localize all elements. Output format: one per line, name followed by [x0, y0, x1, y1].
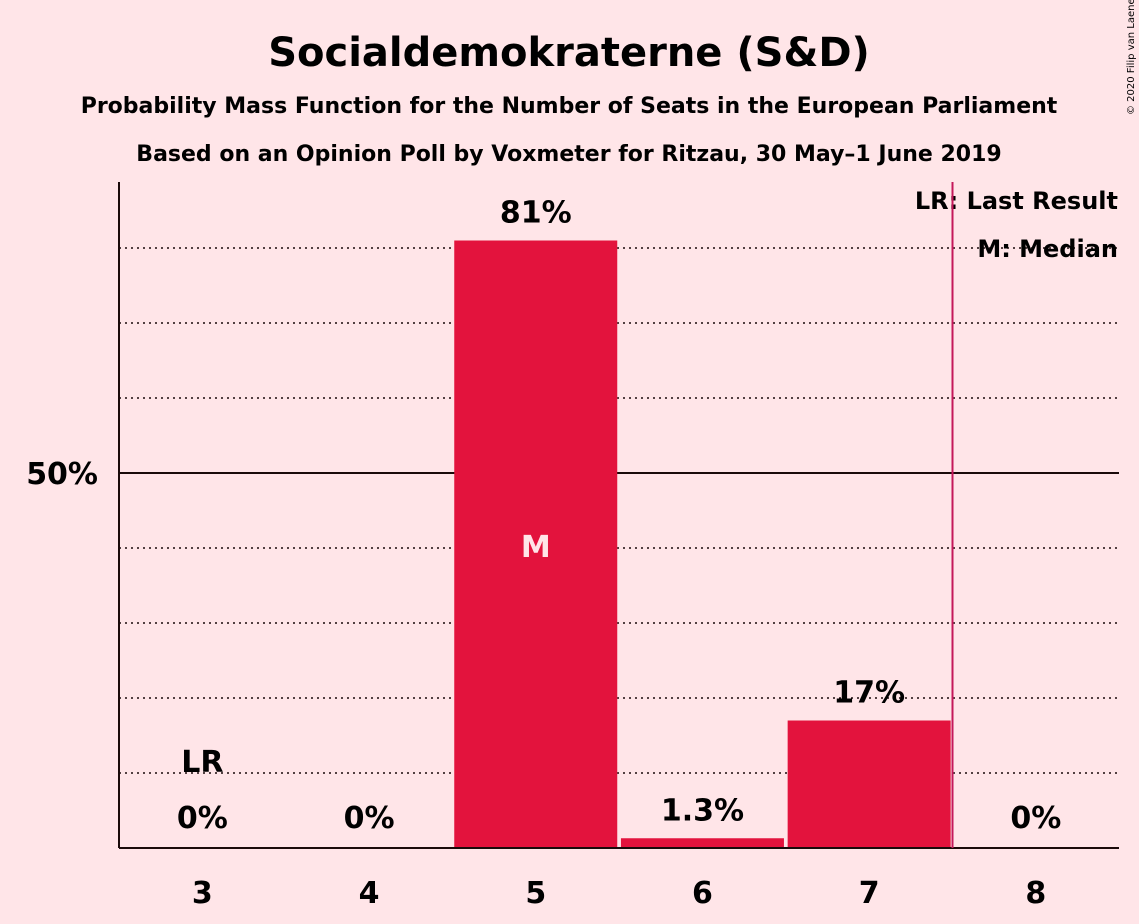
data-label-seats-8: 0% [1010, 801, 1061, 836]
y-tick-label: 50% [26, 457, 98, 492]
x-tick-label-7: 7 [859, 876, 880, 911]
bars [454, 240, 951, 848]
data-label-seats-4: 0% [344, 801, 395, 836]
x-tick-label-5: 5 [525, 876, 546, 911]
last-result-marker: LR [181, 745, 223, 780]
median-marker: M [521, 530, 551, 565]
chart-title: Socialdemokraterne (S&D) [268, 30, 870, 76]
gridlines [119, 247, 1119, 774]
x-tick-label-8: 8 [1025, 876, 1046, 911]
chart-subtitle: Probability Mass Function for the Number… [81, 94, 1058, 119]
data-label-seats-6: 1.3% [661, 793, 744, 828]
data-label-seats-7: 17% [833, 676, 905, 711]
bar-seats-7 [787, 720, 951, 848]
x-tick-labels: 3 4 5 6 7 8 [192, 876, 1046, 911]
legend-last-result: LR: Last Result [915, 187, 1118, 215]
data-label-seats-3: 0% [177, 801, 228, 836]
legend-median: M: Median [977, 235, 1118, 263]
bar-seats-6 [620, 838, 784, 848]
x-tick-label-6: 6 [692, 876, 713, 911]
data-labels: 0% LR 0% 81% M 1.3% 17% 0% [177, 196, 1061, 837]
data-label-seats-5: 81% [500, 196, 572, 231]
x-tick-label-3: 3 [192, 876, 213, 911]
x-tick-label-4: 4 [359, 876, 380, 911]
bar-seats-5 [454, 240, 618, 848]
chart-source: Based on an Opinion Poll by Voxmeter for… [136, 142, 1001, 167]
copyright-note: © 2020 Filip van Laenen [1126, 0, 1137, 115]
